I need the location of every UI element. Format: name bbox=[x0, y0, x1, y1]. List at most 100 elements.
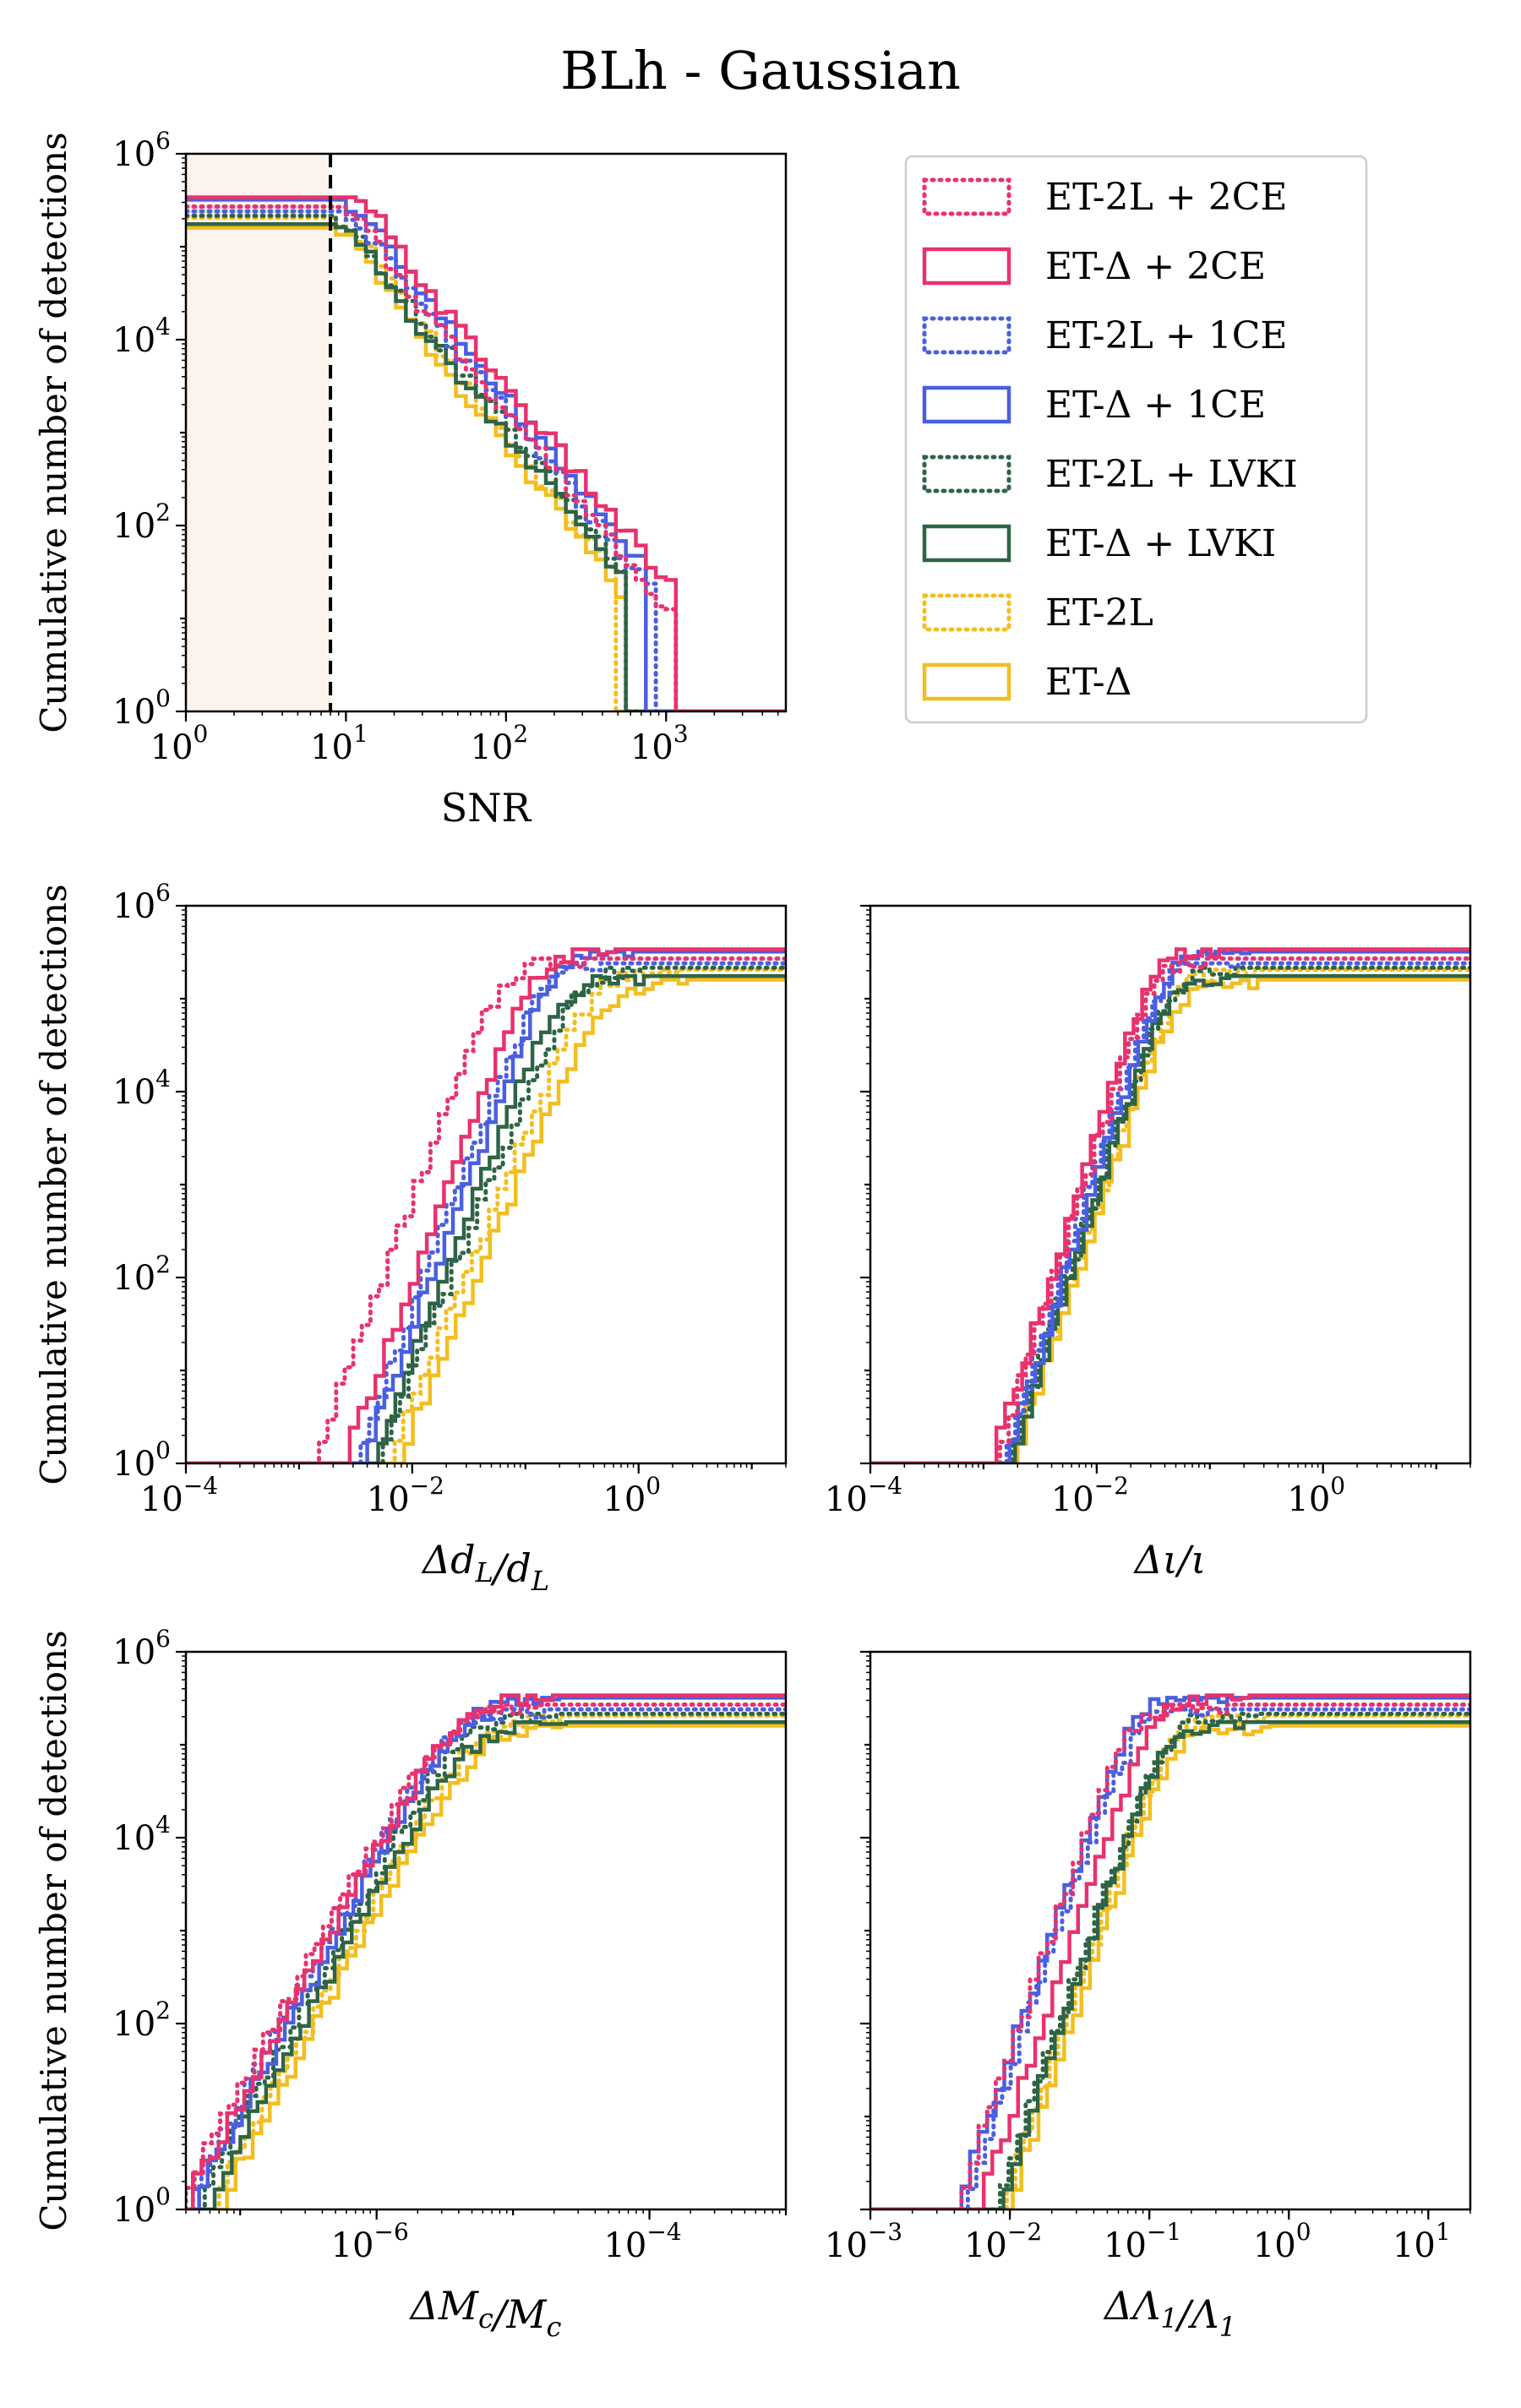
series-group bbox=[186, 1693, 786, 2209]
series-line-etd-1ce bbox=[870, 950, 1470, 1463]
legend-label: ET-Δ bbox=[1045, 661, 1131, 704]
axes-frame bbox=[869, 904, 1472, 1465]
series-line-et2l-lvki bbox=[870, 1711, 1470, 2209]
legend-entry-etd: ET-Δ bbox=[922, 661, 1131, 704]
series-line-et2l-lvki bbox=[870, 965, 1470, 1463]
series-line-et2l-2ce bbox=[186, 1702, 786, 2209]
legend-entry-et2l-1ce: ET-2L + 1CE bbox=[922, 314, 1288, 357]
series-line-et2l bbox=[870, 1713, 1470, 2209]
y-tick-label: 104 bbox=[112, 1065, 171, 1112]
series-line-et2l-1ce bbox=[870, 1707, 1470, 2209]
y-tick-label: 106 bbox=[112, 879, 171, 926]
x-tick-label: 10−2 bbox=[964, 2218, 1042, 2265]
y-tick-label: 102 bbox=[112, 1997, 171, 2044]
legend-swatch bbox=[922, 524, 1011, 563]
x-tick-label: 10−3 bbox=[825, 2218, 902, 2265]
x-axis-label: ΔdL/dL bbox=[421, 1537, 549, 1597]
legend-swatch bbox=[922, 177, 1011, 216]
figure-title: BLh - Gaussian bbox=[560, 40, 961, 101]
panel-snr: 100 102 104 106 100 101 102 103 SNR Cumulative nu… bbox=[33, 127, 788, 831]
legend-entry-et2l-2ce: ET-2L + 2CE bbox=[922, 176, 1288, 219]
y-tick-label: 102 bbox=[112, 498, 171, 546]
x-tick-label: 100 bbox=[1253, 2218, 1311, 2265]
series-line-etd-lvki bbox=[870, 1720, 1470, 2209]
series-line-et2l-lvki bbox=[186, 965, 786, 1463]
y-tick-label: 104 bbox=[112, 1811, 171, 1858]
x-tick-label: 10−4 bbox=[603, 2218, 681, 2265]
series-line-etd-1ce bbox=[186, 1696, 786, 2209]
legend-label: ET-2L bbox=[1045, 591, 1153, 635]
y-axis-label: Cumulative number of detections bbox=[33, 1630, 74, 2231]
series-line-et2l bbox=[186, 967, 786, 1463]
legend-swatch bbox=[922, 662, 1011, 701]
series-line-etd-lvki bbox=[186, 1720, 786, 2209]
legend-entry-etd-1ce: ET-Δ + 1CE bbox=[922, 384, 1266, 427]
y-tick-label: 100 bbox=[112, 2182, 171, 2230]
x-tick-label: 10−4 bbox=[825, 1472, 902, 1519]
series-line-et2l-1ce bbox=[186, 209, 786, 711]
y-tick-label: 102 bbox=[112, 1250, 171, 1298]
x-tick-label: 100 bbox=[602, 1472, 661, 1519]
series-line-etd-2ce bbox=[186, 947, 786, 1463]
series-line-et2l bbox=[186, 1713, 786, 2209]
series-line-et2l-1ce bbox=[870, 961, 1470, 1463]
panel-dmc: 100 102 104 106 10−6 10−4 ΔMc/Mc Cumulative num… bbox=[33, 1625, 788, 2343]
series-line-et2l-1ce bbox=[186, 961, 786, 1463]
y-tick-label: 104 bbox=[112, 313, 171, 360]
x-tick-label: 101 bbox=[310, 720, 368, 767]
x-tick-label: 100 bbox=[150, 720, 209, 767]
series-line-etd-lvki bbox=[186, 974, 786, 1463]
legend-label: ET-Δ + 1CE bbox=[1045, 384, 1266, 427]
y-tick-label: 106 bbox=[112, 127, 171, 174]
legend-swatch bbox=[922, 593, 1011, 632]
legend-swatch bbox=[922, 316, 1011, 355]
y-tick-label: 100 bbox=[112, 1436, 171, 1484]
legend-label: ET-Δ + 2CE bbox=[1045, 245, 1266, 288]
series-line-et2l-2ce bbox=[870, 1702, 1470, 2209]
legend-entry-etd-lvki: ET-Δ + LVKI bbox=[922, 522, 1276, 565]
series-line-etd-1ce bbox=[186, 950, 786, 1463]
x-axis-label: Δι/ι bbox=[1133, 1537, 1207, 1583]
series-line-etd-2ce bbox=[870, 1693, 1470, 2209]
series-group bbox=[186, 195, 786, 711]
series-line-et2l-lvki bbox=[186, 213, 786, 711]
series-line-etd-1ce bbox=[870, 1696, 1470, 2209]
y-tick-label: 106 bbox=[112, 1625, 171, 1672]
x-tick-label: 101 bbox=[1393, 2218, 1451, 2265]
x-tick-label: 103 bbox=[630, 720, 689, 767]
x-tick-label: 100 bbox=[1287, 1472, 1345, 1519]
series-line-etd bbox=[186, 978, 786, 1463]
x-tick-label: 10−2 bbox=[367, 1472, 444, 1519]
series-line-et2l-2ce bbox=[186, 956, 786, 1463]
legend-label: ET-2L + LVKI bbox=[1045, 453, 1298, 496]
axes-frame bbox=[869, 1650, 1472, 2211]
legend-entry-etd-2ce: ET-Δ + 2CE bbox=[922, 245, 1266, 288]
series-line-etd bbox=[186, 1724, 786, 2209]
panel-diota: 10−4 10−2 100 Δι/ι bbox=[825, 904, 1472, 1583]
series-line-et2l bbox=[870, 967, 1470, 1463]
x-tick-label: 10−1 bbox=[1104, 2218, 1181, 2265]
series-line-etd-lvki bbox=[870, 974, 1470, 1463]
legend-entry-et2l: ET-2L bbox=[922, 591, 1153, 635]
legend-label: ET-2L + 2CE bbox=[1045, 176, 1288, 219]
series-group bbox=[870, 947, 1470, 1463]
series-line-etd-2ce bbox=[186, 1693, 786, 2209]
legend: ET-2L + 2CE ET-Δ + 2CE ET-2L + 1CE ET-Δ + 1… bbox=[904, 155, 1368, 724]
series-line-etd bbox=[870, 1724, 1470, 2209]
y-tick-label: 100 bbox=[112, 684, 171, 732]
y-axis-label: Cumulative number of detections bbox=[33, 132, 74, 733]
y-axis-label: Cumulative number of detections bbox=[33, 884, 74, 1485]
legend-box bbox=[904, 155, 1368, 724]
x-tick-label: 102 bbox=[470, 720, 528, 767]
panel-dlambda: 10−3 10−2 10−1 100 101 ΔΛ1/Λ1 bbox=[825, 1650, 1472, 2343]
legend-label: ET-2L + 1CE bbox=[1045, 314, 1288, 357]
legend-swatch bbox=[922, 247, 1011, 286]
series-line-et2l bbox=[186, 215, 786, 711]
series-line-etd-2ce bbox=[186, 195, 786, 711]
legend-label: ET-Δ + LVKI bbox=[1045, 522, 1276, 565]
x-axis-label: SNR bbox=[441, 785, 532, 831]
shaded-region bbox=[186, 154, 331, 711]
series-line-etd-2ce bbox=[870, 947, 1470, 1463]
